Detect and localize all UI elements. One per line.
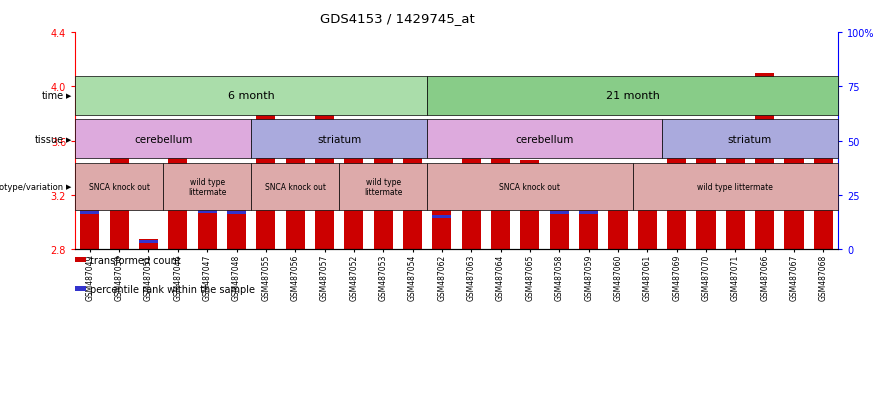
Text: transformed count: transformed count	[90, 255, 181, 265]
Text: 21 month: 21 month	[606, 91, 659, 101]
Bar	[814, 136, 833, 250]
Text: ▶: ▶	[66, 136, 72, 142]
Bar	[286, 192, 305, 195]
Bar	[784, 131, 804, 250]
Bar	[784, 188, 804, 190]
Bar	[403, 129, 422, 250]
Bar	[697, 205, 715, 208]
Text: wild type
littermate: wild type littermate	[364, 177, 402, 197]
Text: cerebellum: cerebellum	[515, 134, 574, 145]
Bar	[345, 143, 363, 250]
Bar	[256, 98, 276, 250]
Text: cerebellum: cerebellum	[134, 134, 193, 145]
Bar	[80, 212, 99, 215]
Bar	[550, 212, 568, 215]
Text: time: time	[42, 91, 64, 101]
Bar	[256, 205, 276, 208]
Bar	[461, 193, 481, 196]
Bar	[315, 81, 334, 250]
Text: ▶: ▶	[66, 93, 72, 99]
Bar	[550, 200, 568, 250]
Bar	[198, 190, 217, 250]
Bar	[755, 74, 774, 250]
Bar	[168, 152, 187, 250]
Bar	[315, 188, 334, 190]
Bar	[579, 202, 598, 250]
Bar	[697, 131, 715, 250]
Bar	[637, 173, 657, 250]
Bar	[374, 128, 392, 250]
Bar	[345, 193, 363, 196]
Bar	[521, 160, 539, 250]
Text: GDS4153 / 1429745_at: GDS4153 / 1429745_at	[320, 12, 476, 25]
Bar	[667, 208, 686, 211]
Text: tissue: tissue	[34, 134, 64, 145]
Text: percentile rank within the sample: percentile rank within the sample	[90, 284, 255, 294]
Bar	[139, 239, 158, 250]
Bar	[492, 193, 510, 196]
Bar	[492, 145, 510, 250]
Text: striatum: striatum	[728, 134, 772, 145]
Bar	[198, 211, 217, 214]
Bar	[139, 240, 158, 243]
Bar	[168, 202, 187, 205]
Bar	[579, 212, 598, 215]
Bar	[461, 145, 481, 250]
Bar	[286, 133, 305, 250]
Bar	[608, 193, 628, 250]
Text: 6 month: 6 month	[228, 91, 275, 101]
Text: genotype/variation: genotype/variation	[0, 183, 64, 191]
Bar	[80, 193, 99, 250]
Text: ▶: ▶	[66, 184, 72, 190]
Bar	[227, 212, 246, 215]
Bar	[110, 158, 129, 250]
Bar	[110, 204, 129, 206]
Bar	[374, 193, 392, 196]
Bar	[227, 196, 246, 250]
Bar	[432, 197, 452, 250]
Text: SNCA knock out: SNCA knock out	[499, 183, 560, 191]
Bar	[726, 128, 745, 250]
Bar	[608, 208, 628, 211]
Text: SNCA knock out: SNCA knock out	[88, 183, 149, 191]
Bar	[755, 183, 774, 186]
Bar	[521, 208, 539, 211]
Bar	[667, 151, 686, 250]
Bar	[432, 216, 452, 219]
Text: wild type littermate: wild type littermate	[697, 183, 774, 191]
Bar	[403, 194, 422, 197]
Bar	[814, 192, 833, 195]
Text: striatum: striatum	[317, 134, 362, 145]
Bar	[637, 205, 657, 208]
Bar	[726, 185, 745, 188]
Text: SNCA knock out: SNCA knock out	[264, 183, 325, 191]
Text: wild type
littermate: wild type littermate	[188, 177, 226, 197]
